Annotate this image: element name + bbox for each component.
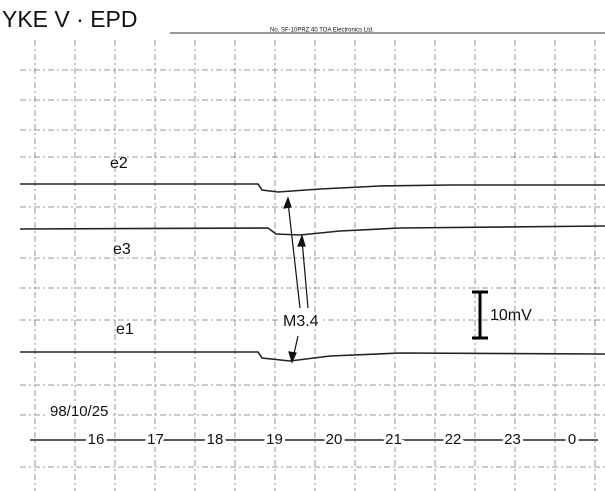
title: YKE V · EPD (2, 6, 137, 32)
hour-label: 20 (326, 431, 343, 448)
hour-label: 17 (147, 431, 164, 448)
hour-label: 0 (568, 431, 576, 448)
trace-e2 (20, 183, 605, 193)
annotation: M3.4 (283, 313, 319, 330)
grid (20, 40, 605, 491)
date: 98/10/25 (50, 403, 108, 420)
trace-e3 (19, 225, 605, 236)
trace-label: e3 (113, 241, 131, 258)
paper-mark: No. SF-10PRZ 40 TOA Electronics Ltd. (270, 28, 374, 34)
scale-label: 10mV (490, 307, 532, 324)
arrows (283, 196, 309, 364)
trace-label: e2 (110, 155, 128, 172)
hour-label: 19 (266, 431, 283, 448)
scale-bar (472, 290, 488, 340)
hour-label: 22 (445, 431, 462, 448)
trace-label: e1 (116, 321, 134, 338)
hour-labels: 16 17 18 19 20 21 22 23 0 (85, 428, 580, 451)
hour-label: 21 (385, 431, 402, 448)
hour-label: 16 (88, 431, 105, 448)
hour-label: 18 (207, 431, 224, 448)
hour-label: 23 (504, 431, 521, 448)
trace-e1 (20, 351, 605, 362)
